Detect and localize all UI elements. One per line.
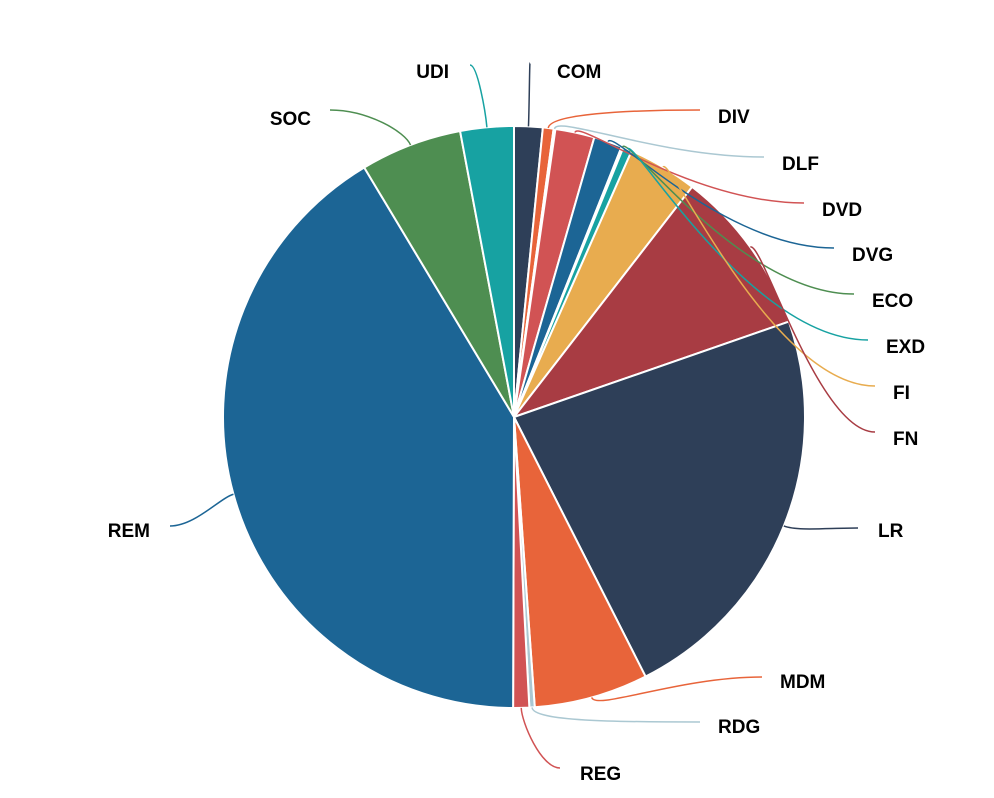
slice-label-exd: EXD (886, 337, 925, 358)
leader-line-reg (520, 707, 561, 769)
slice-label-dvd: DVD (822, 200, 862, 221)
leader-line-dlf (553, 125, 765, 158)
pie-slice-fn (511, 185, 791, 420)
leader-lines (169, 62, 876, 769)
slice-label-mdm: MDM (780, 672, 825, 693)
leader-line-fn (749, 246, 876, 433)
pie-slice-lr (512, 320, 806, 678)
leader-line-soc (329, 109, 412, 146)
slice-label-com: COM (557, 62, 601, 83)
slice-label-rdg: RDG (718, 717, 760, 738)
slice-label-fi: FI (893, 383, 910, 404)
leader-line-rem (169, 493, 234, 527)
leader-line-udi (469, 64, 488, 128)
slice-label-lr: LR (878, 521, 904, 542)
slice-labels: COM DIV DLF DVD DVG ECO EXD FI FN LR MDM RDG REG REM S… (108, 62, 925, 785)
slice-label-udi: UDI (416, 62, 449, 83)
pie-slices (222, 124, 806, 710)
leader-line-fi (662, 166, 876, 387)
slice-label-reg: REG (580, 764, 621, 785)
slice-label-dlf: DLF (782, 154, 819, 175)
slice-label-rem: REM (108, 521, 150, 542)
leader-line-lr (783, 525, 859, 530)
leader-line-exd (626, 147, 869, 341)
slice-label-eco: ECO (872, 291, 913, 312)
leader-line-dvd (574, 130, 805, 204)
leader-line-rdg (531, 707, 701, 723)
leader-line-com (527, 62, 531, 127)
leader-line-eco (621, 145, 855, 295)
slice-label-dvg: DVG (852, 245, 893, 266)
slice-label-fn: FN (893, 429, 918, 450)
pie-slice-mdm (513, 416, 647, 709)
leader-line-mdm (590, 676, 763, 702)
slice-label-div: DIV (718, 107, 750, 128)
slice-label-soc: SOC (270, 109, 311, 130)
leader-line-div (547, 109, 701, 129)
